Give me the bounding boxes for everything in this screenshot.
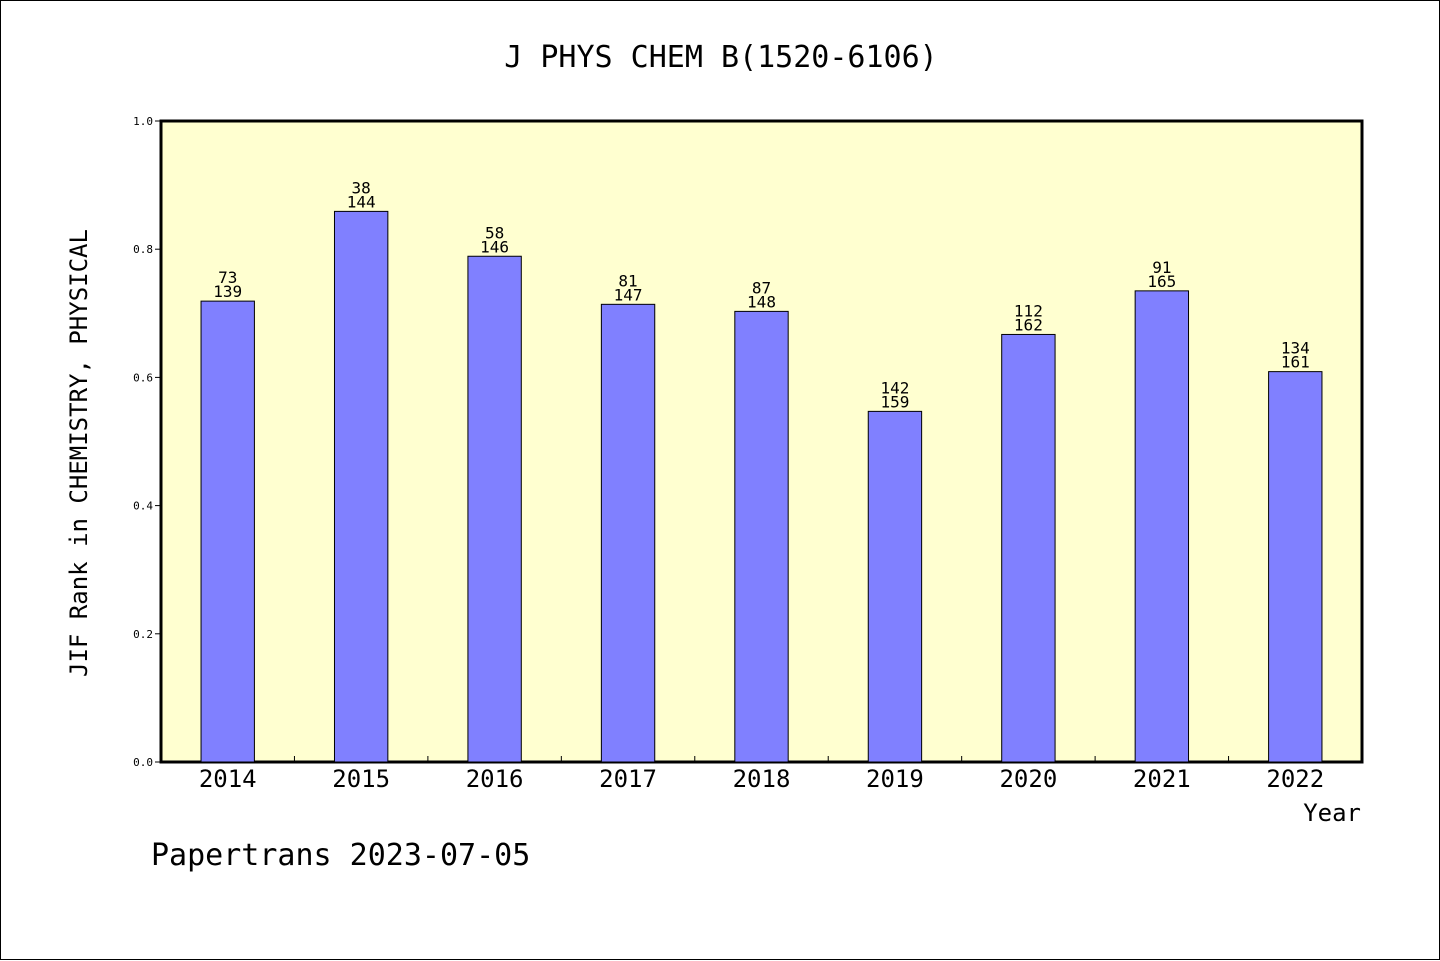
- bar-rank-label: 58: [485, 223, 504, 242]
- x-tick-label: 2019: [866, 765, 924, 793]
- bar-total-label: 162: [1014, 315, 1043, 334]
- x-tick-label: 2016: [466, 765, 524, 793]
- chart-title: J PHYS CHEM B(1520-6106): [504, 40, 937, 75]
- bar-total-label: 159: [880, 392, 909, 411]
- bar-2019: [867, 410, 923, 763]
- bar-2021: [1134, 290, 1190, 763]
- bar-rank-label: 81: [618, 271, 637, 290]
- y-axis: 0.0 0.2 0.4 0.6 0.8 1.0: [133, 115, 161, 769]
- bar-total-label: 144: [347, 192, 376, 211]
- bar-total-label: 161: [1281, 353, 1310, 372]
- y-tick-label: 0.8: [133, 243, 153, 256]
- bar-rank-label: 91: [1152, 258, 1171, 277]
- x-tick-label: 2017: [599, 765, 657, 793]
- bar-total-label: 148: [747, 292, 776, 311]
- bar-total-label: 147: [614, 285, 643, 304]
- bar-rank-label: 142: [880, 378, 909, 397]
- y-axis-label: JIF Rank in CHEMISTRY, PHYSICAL: [65, 229, 93, 677]
- y-tick-label: 1.0: [133, 115, 153, 128]
- bar-2015: [333, 210, 389, 763]
- x-axis: 2014 2015 2016 2017 2018 2019 2020 2021 2022: [199, 756, 1324, 793]
- bar-rank-label: 112: [1014, 301, 1043, 320]
- bar-2022: [1268, 371, 1323, 763]
- bar-rank-label: 73: [218, 268, 237, 287]
- x-axis-label: Year: [1303, 799, 1361, 827]
- bar-2020: [1001, 333, 1056, 763]
- y-tick-label: 0.6: [133, 371, 153, 384]
- x-tick-label: 2021: [1133, 765, 1191, 793]
- bar-rank-label: 134: [1281, 339, 1310, 358]
- x-tick-label: 2018: [733, 765, 791, 793]
- y-tick-label: 0.2: [133, 628, 153, 641]
- bar-total-label: 139: [213, 282, 242, 301]
- bar-2017: [600, 303, 656, 763]
- x-tick-label: 2022: [1266, 765, 1324, 793]
- bar-rank-label: 38: [352, 178, 371, 197]
- bar-2014: [200, 300, 255, 763]
- footer-credit: Papertrans 2023-07-05: [151, 838, 530, 873]
- bar-rank-label: 87: [752, 278, 771, 297]
- bar-2016: [467, 255, 522, 763]
- bar-2018: [734, 310, 789, 763]
- bar-total-label: 146: [480, 237, 509, 256]
- x-tick-label: 2020: [999, 765, 1057, 793]
- bars: [200, 210, 1323, 763]
- y-tick-label: 0.0: [133, 756, 153, 769]
- x-tick-label: 2015: [332, 765, 390, 793]
- x-tick-label: 2014: [199, 765, 257, 793]
- bar-total-label: 165: [1147, 272, 1176, 291]
- y-tick-label: 0.4: [133, 500, 153, 513]
